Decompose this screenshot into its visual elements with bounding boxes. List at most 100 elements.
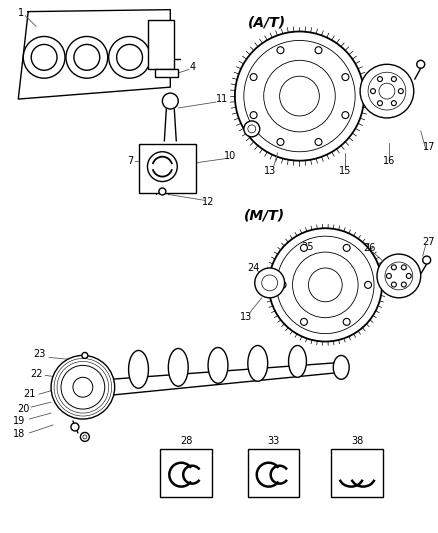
Bar	[138, 144, 196, 193]
Circle shape	[406, 273, 411, 278]
Circle shape	[268, 228, 382, 342]
Text: 10: 10	[224, 151, 236, 161]
Bar	[155, 69, 178, 77]
Text: 38: 38	[351, 436, 363, 446]
Circle shape	[385, 262, 413, 290]
Circle shape	[66, 36, 108, 78]
Circle shape	[244, 41, 355, 152]
Circle shape	[379, 83, 395, 99]
Circle shape	[392, 282, 396, 287]
Circle shape	[148, 152, 177, 182]
Circle shape	[378, 77, 382, 82]
Circle shape	[235, 31, 364, 160]
Ellipse shape	[208, 348, 228, 383]
Circle shape	[51, 356, 115, 419]
Text: 33: 33	[268, 436, 280, 446]
Circle shape	[368, 72, 406, 110]
Circle shape	[392, 101, 396, 106]
Circle shape	[279, 76, 319, 116]
Text: (A/T): (A/T)	[248, 15, 286, 30]
Text: 12: 12	[202, 197, 214, 207]
Circle shape	[277, 236, 374, 334]
Circle shape	[250, 74, 257, 80]
Circle shape	[248, 125, 256, 133]
Circle shape	[423, 256, 431, 264]
Text: 13: 13	[240, 312, 252, 322]
Circle shape	[401, 282, 406, 287]
Circle shape	[398, 88, 403, 94]
Circle shape	[250, 111, 257, 118]
Circle shape	[392, 77, 396, 82]
Polygon shape	[18, 10, 170, 99]
Circle shape	[342, 74, 349, 80]
Ellipse shape	[168, 349, 188, 386]
Text: 24: 24	[247, 263, 260, 273]
Circle shape	[82, 352, 88, 358]
Text: 7: 7	[127, 156, 134, 166]
Circle shape	[300, 318, 307, 325]
Circle shape	[277, 47, 284, 54]
Text: 15: 15	[339, 166, 351, 175]
Text: 26: 26	[363, 243, 375, 253]
Text: 25: 25	[301, 242, 314, 252]
Circle shape	[264, 60, 335, 132]
Text: 27: 27	[422, 237, 435, 247]
Text: 22: 22	[30, 369, 42, 379]
Circle shape	[23, 36, 65, 78]
Circle shape	[74, 44, 100, 70]
Text: 21: 21	[23, 389, 35, 399]
Text: 28: 28	[180, 436, 192, 446]
Circle shape	[83, 435, 87, 439]
Text: 23: 23	[33, 350, 46, 359]
Circle shape	[117, 44, 142, 70]
Circle shape	[31, 44, 57, 70]
Circle shape	[364, 281, 371, 288]
Circle shape	[315, 139, 322, 146]
Circle shape	[159, 188, 166, 195]
Circle shape	[360, 64, 414, 118]
Circle shape	[417, 60, 425, 68]
Circle shape	[244, 121, 260, 137]
Circle shape	[61, 365, 105, 409]
Circle shape	[401, 265, 406, 270]
Circle shape	[392, 265, 396, 270]
Circle shape	[262, 275, 278, 291]
Text: 1: 1	[18, 7, 25, 18]
Text: 13: 13	[264, 166, 276, 175]
Bar	[148, 20, 174, 69]
Text: 18: 18	[13, 429, 25, 439]
Circle shape	[300, 245, 307, 252]
Text: 16: 16	[383, 156, 395, 166]
Circle shape	[162, 93, 178, 109]
Circle shape	[71, 423, 79, 431]
Circle shape	[255, 268, 285, 298]
Text: (M/T): (M/T)	[244, 208, 285, 222]
Text: 20: 20	[17, 404, 29, 414]
Ellipse shape	[129, 351, 148, 388]
Circle shape	[371, 88, 375, 94]
Circle shape	[386, 273, 392, 278]
Bar	[160, 449, 212, 497]
Circle shape	[308, 268, 342, 302]
Text: 17: 17	[423, 142, 435, 152]
Circle shape	[109, 36, 150, 78]
Bar	[248, 449, 300, 497]
Circle shape	[343, 245, 350, 252]
Circle shape	[315, 47, 322, 54]
Circle shape	[377, 254, 421, 298]
Circle shape	[342, 111, 349, 118]
Circle shape	[279, 281, 286, 288]
Circle shape	[277, 139, 284, 146]
Circle shape	[343, 318, 350, 325]
Bar	[331, 449, 383, 497]
Ellipse shape	[333, 356, 349, 379]
Circle shape	[293, 252, 358, 318]
Text: 11: 11	[216, 94, 228, 104]
Circle shape	[81, 432, 89, 441]
Circle shape	[73, 377, 93, 397]
Text: 4: 4	[189, 62, 195, 72]
Ellipse shape	[289, 345, 307, 377]
Circle shape	[378, 101, 382, 106]
Ellipse shape	[248, 345, 268, 381]
Text: 19: 19	[13, 416, 25, 426]
